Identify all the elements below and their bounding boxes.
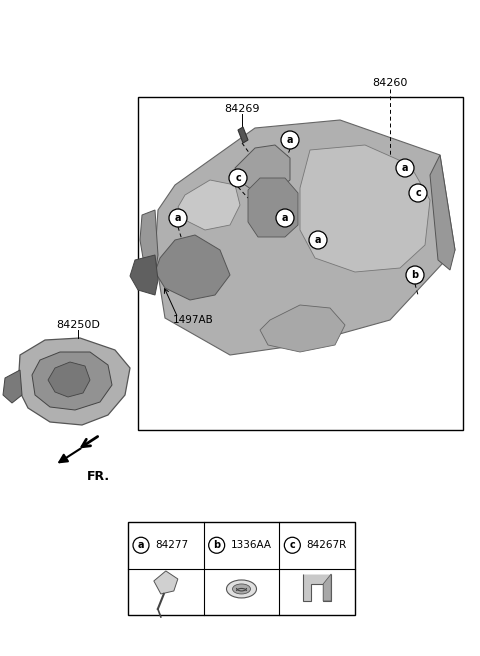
- Polygon shape: [235, 145, 290, 192]
- Text: a: a: [282, 213, 288, 223]
- Circle shape: [209, 537, 225, 553]
- Text: 84277: 84277: [155, 541, 188, 550]
- Text: b: b: [213, 541, 220, 550]
- Text: a: a: [287, 135, 293, 145]
- Polygon shape: [155, 120, 455, 355]
- Polygon shape: [300, 145, 430, 272]
- Polygon shape: [140, 210, 158, 275]
- Text: c: c: [289, 541, 295, 550]
- Circle shape: [281, 131, 299, 149]
- Circle shape: [406, 266, 424, 284]
- Polygon shape: [430, 155, 455, 270]
- Polygon shape: [178, 180, 240, 230]
- Polygon shape: [130, 255, 158, 295]
- Text: 84260: 84260: [372, 78, 408, 88]
- Polygon shape: [155, 235, 230, 300]
- Text: 84250D: 84250D: [56, 320, 100, 330]
- Circle shape: [169, 209, 187, 227]
- Circle shape: [284, 537, 300, 553]
- Ellipse shape: [227, 580, 256, 598]
- Text: a: a: [138, 541, 144, 550]
- Polygon shape: [154, 571, 178, 594]
- Text: c: c: [235, 173, 241, 183]
- Text: a: a: [175, 213, 181, 223]
- Polygon shape: [3, 370, 22, 403]
- Text: 84267R: 84267R: [306, 541, 347, 550]
- Circle shape: [229, 169, 247, 187]
- Polygon shape: [260, 305, 345, 352]
- Text: a: a: [315, 235, 321, 245]
- Text: 1336AA: 1336AA: [231, 541, 272, 550]
- Text: 1497AB: 1497AB: [173, 315, 214, 325]
- Polygon shape: [248, 178, 298, 237]
- Bar: [138, 97, 463, 430]
- Text: b: b: [411, 270, 419, 280]
- Text: a: a: [402, 163, 408, 173]
- Polygon shape: [18, 338, 130, 425]
- Polygon shape: [323, 574, 331, 601]
- Text: 84269: 84269: [224, 104, 260, 114]
- Ellipse shape: [232, 584, 251, 594]
- Polygon shape: [238, 127, 248, 143]
- Polygon shape: [48, 362, 90, 397]
- Circle shape: [396, 159, 414, 177]
- Text: FR.: FR.: [87, 470, 110, 483]
- Circle shape: [409, 184, 427, 202]
- Circle shape: [309, 231, 327, 249]
- Circle shape: [133, 537, 149, 553]
- Polygon shape: [32, 352, 112, 410]
- Circle shape: [276, 209, 294, 227]
- Text: c: c: [415, 188, 421, 198]
- Bar: [128, 522, 355, 615]
- Polygon shape: [303, 574, 331, 601]
